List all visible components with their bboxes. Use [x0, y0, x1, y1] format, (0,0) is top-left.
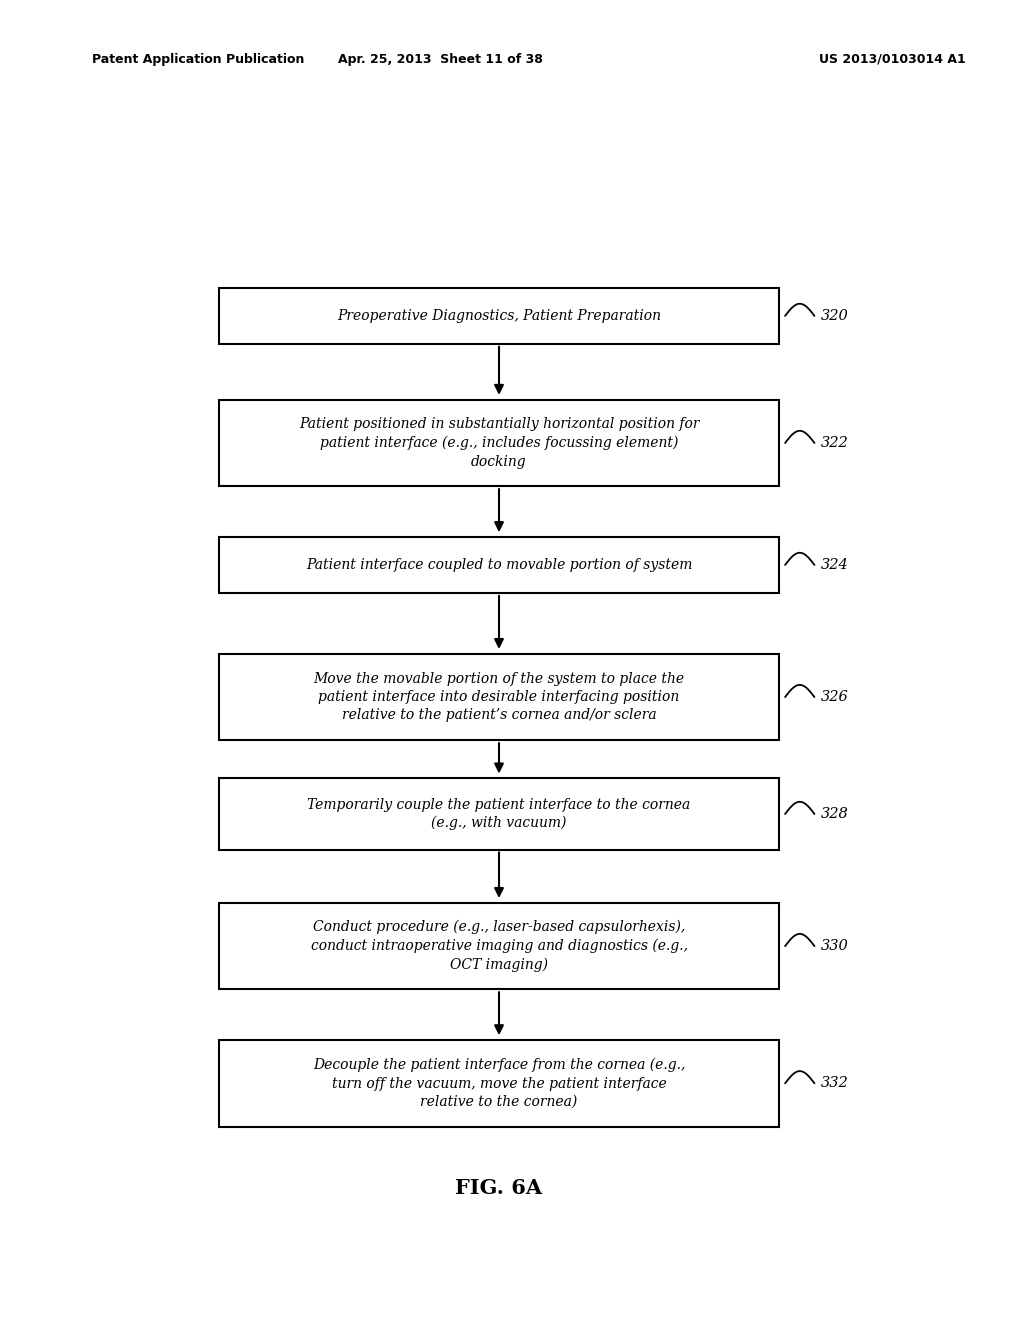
Bar: [219, 903, 778, 989]
Text: Patient interface coupled to movable portion of system: Patient interface coupled to movable por…: [306, 558, 692, 572]
Text: Preoperative Diagnostics, Patient Preparation: Preoperative Diagnostics, Patient Prepar…: [337, 309, 662, 323]
Text: Patient positioned in substantially horizontal position for
patient interface (e: Patient positioned in substantially hori…: [299, 417, 699, 469]
Text: 330: 330: [821, 939, 849, 953]
Text: 322: 322: [821, 436, 849, 450]
Text: Conduct procedure (e.g., laser-based capsulorhexis),
conduct intraoperative imag: Conduct procedure (e.g., laser-based cap…: [310, 920, 687, 973]
Text: 324: 324: [821, 558, 849, 572]
Bar: [219, 400, 778, 486]
Bar: [219, 779, 778, 850]
Text: 328: 328: [821, 807, 849, 821]
Text: Patent Application Publication: Patent Application Publication: [92, 53, 304, 66]
Bar: [219, 288, 778, 345]
Text: 320: 320: [821, 309, 849, 323]
Bar: [219, 537, 778, 593]
Bar: [219, 1040, 778, 1126]
Text: FIG. 6A: FIG. 6A: [456, 1177, 543, 1197]
Bar: [219, 653, 778, 741]
Text: Temporarily couple the patient interface to the cornea
(e.g., with vacuum): Temporarily couple the patient interface…: [307, 797, 690, 830]
Text: US 2013/0103014 A1: US 2013/0103014 A1: [819, 53, 966, 66]
Text: Decouple the patient interface from the cornea (e.g.,
turn off the vacuum, move : Decouple the patient interface from the …: [312, 1057, 685, 1109]
Text: 332: 332: [821, 1076, 849, 1090]
Text: Apr. 25, 2013  Sheet 11 of 38: Apr. 25, 2013 Sheet 11 of 38: [338, 53, 543, 66]
Text: 326: 326: [821, 690, 849, 704]
Text: Move the movable portion of the system to place the
patient interface into desir: Move the movable portion of the system t…: [313, 672, 685, 722]
